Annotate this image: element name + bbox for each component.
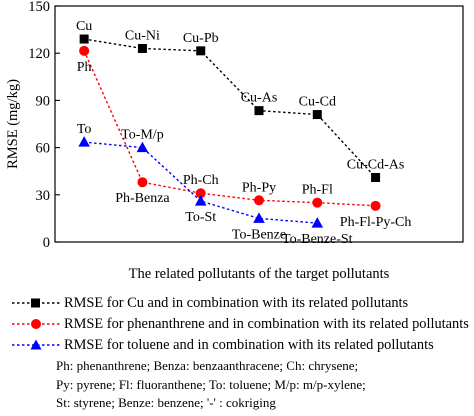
data-label-ph: Ph-Py [242,180,276,195]
x-axis-label: The related pollutants of the target pol… [129,266,390,282]
data-label-cu: Cu-Ni [125,28,160,43]
data-label-cu: Cu-Cd-As [347,157,405,172]
data-label-cu: Cu [76,19,92,34]
legend-swatch-ph [12,319,60,329]
data-label-ph: Ph-Fl [302,183,333,198]
data-label-to: To-St [185,210,216,225]
note-line: Py: pyrene; Fl: fluoranthene; To: toluen… [56,376,366,392]
data-label-to: To [77,122,92,137]
data-point-ph [254,195,264,206]
legend-label-cu: RMSE for Cu and in combination with its … [64,295,409,311]
y-tick-label: 90 [36,93,51,109]
y-tick-label: 0 [43,235,50,251]
data-point-ph [79,45,90,56]
y-tick-label: 150 [28,0,50,15]
data-label-ph: Ph [77,60,92,75]
data-label-to: To-M/p [121,128,164,143]
data-label-ph: Ph-Fl-Py-Ch [340,215,412,230]
data-point-cu [312,110,322,120]
y-axis: 0 30 60 90 120 150 [28,0,60,251]
data-point-cu [79,34,89,44]
data-label-ph: Ph-Ch [183,173,219,188]
y-tick-label: 60 [36,141,51,157]
data-label-cu: Cu-As [241,91,278,106]
data-label-cu: Cu-Pb [183,31,219,46]
data-label-cu: Cu-Cd [299,95,336,110]
abbreviation-notes: Ph: phenanthrene; Benza: benzaanthracene… [56,357,366,413]
plot-frame [54,5,464,243]
line-chart: 0 30 60 90 120 150 Cu Cu-Ni Cu-Pb Cu-As Cu-Cd Cu-C… [5,0,464,282]
data-label-to: To-Benze-St [282,232,353,247]
series-layer: Cu Cu-Ni Cu-Pb Cu-As Cu-Cd Cu-Cd-As Ph Ph-Benza… [76,19,411,247]
data-point-to [194,195,207,206]
legend-item-cu: RMSE for Cu and in combination with its … [10,293,474,314]
note-line: Ph: phenanthrene; Benza: benzaanthracene… [56,358,359,373]
legend: RMSE for Cu and in combination with its … [10,293,474,356]
legend-swatch-cu [12,298,60,308]
data-point-cu [137,43,147,53]
legend-label-ph: RMSE for phenanthrene and in combination… [64,316,469,332]
data-point-to [78,136,90,147]
data-label-to: To-Benze [232,227,286,242]
y-tick-label: 30 [36,188,51,204]
data-point-ph [312,197,323,208]
y-axis-label: RMSE (mg/kg) [5,79,21,169]
data-point-to [136,141,149,153]
data-point-ph [195,188,206,199]
legend-item-to: RMSE for toluene and in combination with… [10,335,474,356]
series-line-ph [83,50,376,207]
data-label-ph: Ph-Benza [115,191,170,206]
data-point-ph [370,200,381,211]
data-point-ph [137,177,148,188]
legend-item-ph: RMSE for phenanthrene and in combination… [10,314,474,335]
y-tick-label: 120 [28,46,50,62]
data-point-to [311,217,324,228]
data-point-to [253,212,265,223]
note-line: St: styrene; Benze: benzene; '-' : cokri… [56,395,276,410]
legend-label-to: RMSE for toluene and in combination with… [64,337,434,353]
data-point-cu [371,172,381,182]
data-point-cu [196,46,206,56]
legend-swatch-to [12,339,60,350]
data-point-cu [254,106,264,116]
